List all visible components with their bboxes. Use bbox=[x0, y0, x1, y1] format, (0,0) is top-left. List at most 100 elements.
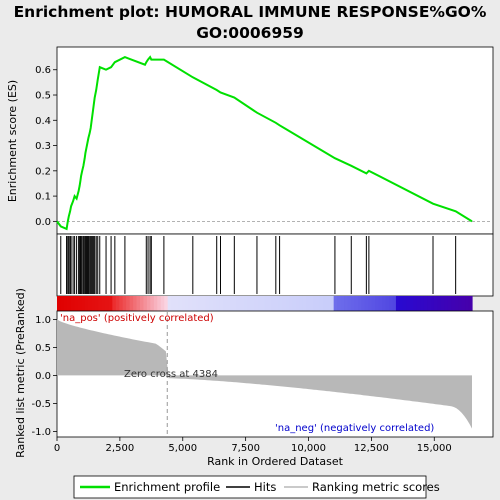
heatmap-cell bbox=[289, 296, 293, 311]
heatmap-cell bbox=[247, 296, 251, 311]
legend-hits-label: Hits bbox=[254, 480, 276, 494]
es-tick-label: 0.4 bbox=[35, 116, 51, 127]
legend-es-label: Enrichment profile bbox=[114, 480, 220, 494]
heatmap-cell bbox=[458, 296, 462, 311]
heatmap-cell bbox=[368, 296, 372, 311]
heatmap-cell bbox=[185, 296, 189, 311]
heatmap-cell bbox=[95, 296, 99, 311]
heatmap-cell bbox=[88, 296, 92, 311]
heatmap-cell bbox=[71, 296, 75, 311]
heatmap-cell bbox=[237, 296, 241, 311]
heatmap-cell bbox=[306, 296, 310, 311]
metric-tick-label: 0.0 bbox=[35, 371, 51, 382]
heatmap-cell bbox=[330, 296, 334, 311]
heatmap-cell bbox=[327, 296, 331, 311]
heatmap-cell bbox=[240, 296, 244, 311]
heatmap-cell bbox=[448, 296, 452, 311]
heatmap-cell bbox=[292, 296, 296, 311]
heatmap-cell bbox=[348, 296, 352, 311]
heatmap-cell bbox=[271, 296, 275, 311]
heatmap-cell bbox=[109, 296, 113, 311]
heatmap-cell bbox=[130, 296, 134, 311]
heatmap-cell bbox=[303, 296, 307, 311]
heatmap-cell bbox=[182, 296, 186, 311]
heatmap-cell bbox=[147, 296, 151, 311]
heatmap-cell bbox=[278, 296, 282, 311]
heatmap-cell bbox=[365, 296, 369, 311]
heatmap-cell bbox=[410, 296, 414, 311]
heatmap-cell bbox=[119, 296, 123, 311]
heatmap-cell bbox=[361, 296, 365, 311]
heatmap-cell bbox=[171, 296, 175, 311]
heatmap-cell bbox=[202, 296, 206, 311]
heatmap-cell bbox=[444, 296, 448, 311]
heatmap-cell bbox=[316, 296, 320, 311]
heatmap-cell bbox=[213, 296, 217, 311]
heatmap-cell bbox=[334, 296, 338, 311]
es-axis: 0.0 0.1 0.2 0.3 0.4 0.5 0.6 bbox=[35, 65, 57, 228]
es-tick-label: 0.5 bbox=[35, 91, 51, 102]
heatmap-cell bbox=[192, 296, 196, 311]
heatmap-cell bbox=[420, 296, 424, 311]
heatmap-cell bbox=[78, 296, 82, 311]
heatmap-cell bbox=[230, 296, 234, 311]
heatmap-cell bbox=[344, 296, 348, 311]
heatmap-cell bbox=[323, 296, 327, 311]
heatmap-cell bbox=[296, 296, 300, 311]
heatmap-cell bbox=[244, 296, 248, 311]
heatmap-cell bbox=[413, 296, 417, 311]
metric-axis: 1.0 0.5 0.0 -0.5 -1.0 bbox=[31, 315, 57, 438]
heatmap-cell bbox=[379, 296, 383, 311]
heatmap-cell bbox=[116, 296, 120, 311]
heatmap-cell bbox=[251, 296, 255, 311]
metric-axis-label: Ranked list metric (PreRanked) bbox=[14, 288, 27, 458]
heatmap-cell bbox=[406, 296, 410, 311]
heatmap-cell bbox=[386, 296, 390, 311]
heatmap-cell bbox=[465, 296, 469, 311]
heatmap-cell bbox=[396, 296, 400, 311]
heatmap-cell bbox=[140, 296, 144, 311]
legend-metric-label: Ranking metric scores bbox=[312, 480, 440, 494]
zero-cross-label: Zero cross at 4384 bbox=[124, 369, 218, 380]
heatmap-cell bbox=[233, 296, 237, 311]
chart-title-line-2: GO:0006959 bbox=[196, 24, 304, 42]
heatmap-cell bbox=[462, 296, 466, 311]
metric-tick-label: 1.0 bbox=[35, 315, 51, 326]
heatmap-cell bbox=[195, 296, 199, 311]
x-tick-label: 7,500 bbox=[231, 443, 260, 454]
heatmap-cell bbox=[57, 296, 61, 311]
heatmap-cell bbox=[351, 296, 355, 311]
heatmap-cell bbox=[268, 296, 272, 311]
heatmap-cell bbox=[209, 296, 213, 311]
rank-heatmap-bar bbox=[57, 296, 473, 311]
metric-tick-label: -0.5 bbox=[31, 399, 51, 410]
heatmap-cell bbox=[92, 296, 96, 311]
heatmap-cell bbox=[105, 296, 109, 311]
heatmap-cell bbox=[320, 296, 324, 311]
heatmap-cell bbox=[282, 296, 286, 311]
x-tick-label: 2,500 bbox=[106, 443, 135, 454]
heatmap-cell bbox=[455, 296, 459, 311]
heatmap-cell bbox=[275, 296, 279, 311]
heatmap-cell bbox=[417, 296, 421, 311]
x-tick-label: 15,000 bbox=[417, 443, 452, 454]
heatmap-cell bbox=[337, 296, 341, 311]
metric-tick-label: 0.5 bbox=[35, 343, 51, 354]
heatmap-cell bbox=[99, 296, 103, 311]
heatmap-cell bbox=[299, 296, 303, 311]
heatmap-cell bbox=[178, 296, 182, 311]
heatmap-cell bbox=[175, 296, 179, 311]
heatmap-cell bbox=[451, 296, 455, 311]
es-tick-label: 0.2 bbox=[35, 166, 51, 177]
heatmap-cell bbox=[64, 296, 68, 311]
heatmap-cell bbox=[74, 296, 78, 311]
heatmap-cell bbox=[85, 296, 89, 311]
heatmap-cell bbox=[375, 296, 379, 311]
heatmap-cell bbox=[220, 296, 224, 311]
heatmap-cell bbox=[150, 296, 154, 311]
heatmap-cell bbox=[223, 296, 227, 311]
heatmap-cell bbox=[126, 296, 130, 311]
heatmap-cell bbox=[392, 296, 396, 311]
heatmap-cell bbox=[313, 296, 317, 311]
